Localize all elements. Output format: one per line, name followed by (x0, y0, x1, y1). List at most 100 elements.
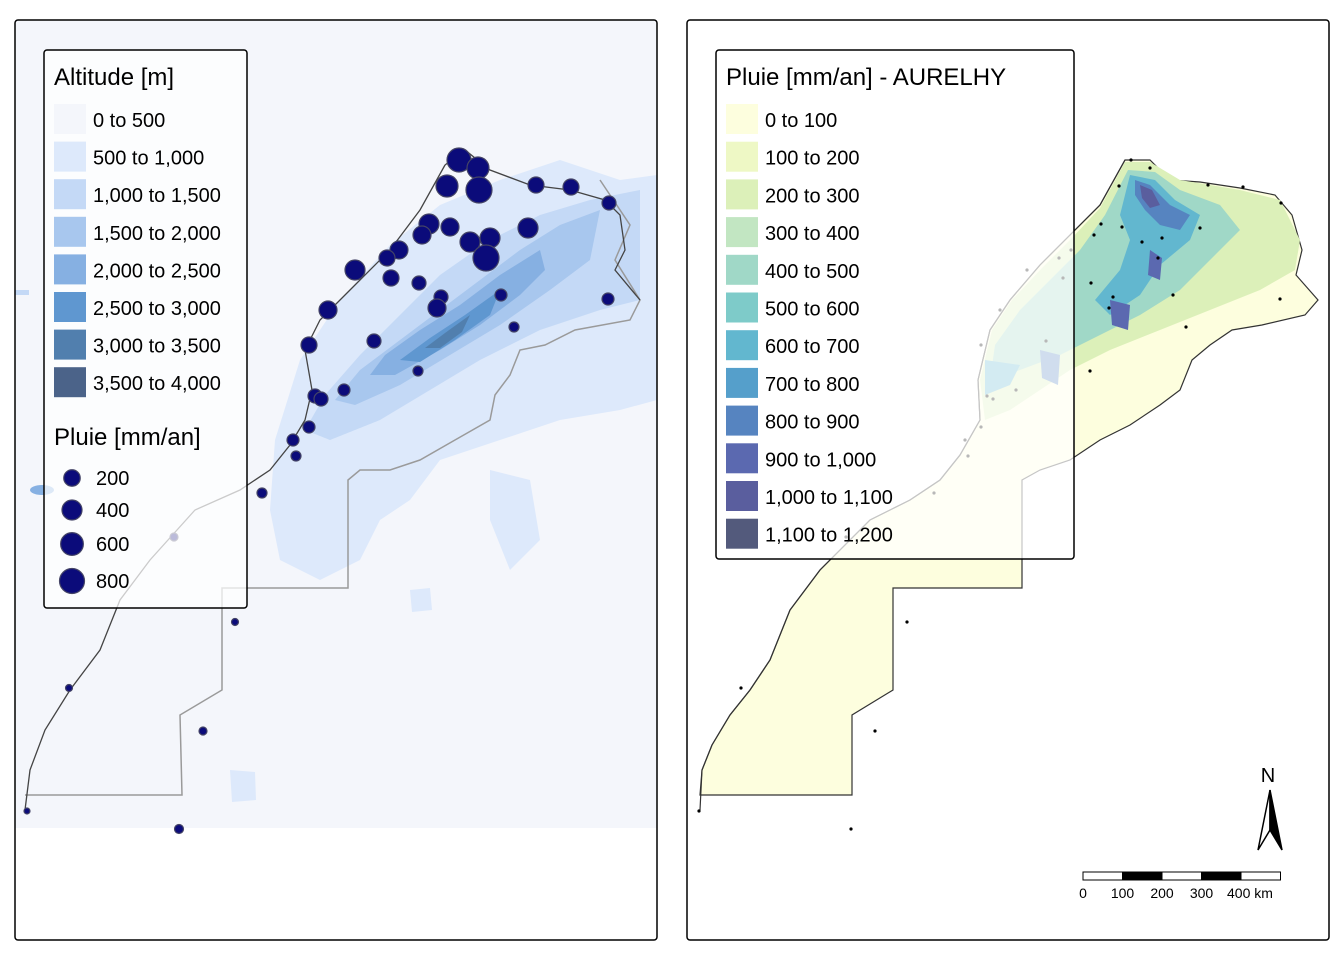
aurelhy-legend-label: 300 to 400 (765, 223, 860, 245)
rain-station-marker (494, 288, 508, 302)
rain-station-marker (230, 617, 240, 627)
station-dot (1088, 369, 1092, 373)
station-dot (739, 686, 743, 690)
rain-legend-label: 800 (96, 571, 129, 593)
station-dot (1107, 306, 1111, 310)
rain-station-marker (412, 225, 432, 245)
aurelhy-legend-swatch (726, 179, 758, 210)
rain-zone-1000c (1110, 300, 1130, 330)
altitude-legend-label: 3,500 to 4,000 (93, 373, 221, 395)
rain-station-marker (382, 269, 400, 287)
rain-legend-circle (61, 499, 83, 521)
aurelhy-legend-label: 200 to 300 (765, 185, 860, 207)
rain-legend-label: 400 (96, 500, 129, 522)
altitude-legend-swatch (54, 104, 86, 134)
rain-station-marker (459, 231, 481, 253)
aurelhy-legend-swatch (726, 481, 758, 511)
station-dot (1156, 256, 1160, 260)
altitude-legend-items: 0 to 500 500 to 1,000 1,000 to 1,500 1,500 … (54, 104, 221, 398)
scale-bar-label: 100 (1111, 885, 1135, 901)
rain-station-marker (427, 298, 447, 318)
rain-station-marker (465, 176, 493, 204)
altitude-legend-label: 2,000 to 2,500 (93, 260, 221, 282)
rain-station-marker (435, 174, 459, 198)
aurelhy-legend-label: 400 to 500 (765, 261, 860, 283)
rain-station-marker (290, 450, 302, 462)
rain-legend-circle (63, 469, 81, 487)
station-dot (905, 620, 909, 624)
scale-bar-label: 400 km (1227, 885, 1273, 901)
altitude-legend-label: 0 to 500 (93, 110, 165, 132)
rain-station-marker (527, 176, 545, 194)
altitude-legend-swatch (54, 216, 86, 247)
altitude-legend-label: 2,500 to 3,000 (93, 298, 221, 320)
altitude-legend-swatch (54, 179, 86, 210)
aurelhy-legend-label: 800 to 900 (765, 412, 860, 434)
north-arrow-right-half (1269, 789, 1283, 851)
scale-bar-labels: 0 100 200 300 400 km (1079, 885, 1273, 901)
rain-station-marker (440, 217, 460, 237)
rain-legend-label: 200 (96, 468, 129, 490)
rain-station-marker (344, 259, 366, 281)
altitude-zone-2500 (400, 290, 500, 362)
rain-size-legend-items: 200 400 600 800 (58, 468, 129, 595)
station-dot (1129, 158, 1133, 162)
rain-legend-label: 600 (96, 534, 129, 556)
right-panel-frame (686, 19, 1330, 941)
north-arrow-label: N (1261, 765, 1275, 787)
altitude-legend-swatch (54, 329, 86, 360)
aurelhy-legend-swatch (726, 292, 758, 323)
station-dot (1099, 222, 1103, 226)
station-dot (1089, 281, 1093, 285)
rain-station-marker (472, 244, 500, 272)
station-dot (1241, 185, 1245, 189)
altitude-legend-swatch (54, 141, 86, 172)
north-arrow: N (1257, 765, 1283, 851)
rain-station-marker (173, 823, 185, 835)
aurelhy-legend-swatch (726, 443, 758, 474)
rain-station-marker (508, 321, 520, 333)
aurelhy-legend-label: 1,000 to 1,100 (765, 487, 893, 509)
rain-stations (23, 147, 617, 835)
station-dot (873, 729, 877, 733)
rain-station-marker (64, 683, 74, 693)
aurelhy-legend-label: 0 to 100 (765, 110, 837, 132)
station-dot (1160, 236, 1164, 240)
scale-bar-seg (1082, 871, 1123, 881)
altitude-zone-3000 (425, 315, 470, 348)
aurelhy-legend-label: 100 to 200 (765, 148, 860, 170)
rain-station-marker (366, 333, 382, 349)
rain-station-marker (517, 217, 539, 239)
altitude-legend-swatch (54, 292, 86, 322)
scale-bar-label: 200 (1150, 885, 1174, 901)
station-dot (1140, 240, 1144, 244)
aurelhy-legend-swatch (726, 367, 758, 398)
altitude-zone-500c (410, 588, 432, 612)
altitude-legend-label: 500 to 1,000 (93, 148, 204, 170)
rain-station-marker (318, 300, 338, 320)
left-map-panel (15, 20, 657, 835)
station-dot (1092, 233, 1096, 237)
scale-bar-seg (1201, 871, 1242, 881)
left-legend: Altitude [m] 0 to 500 500 to 1,000 1,000 t… (43, 49, 248, 609)
aurelhy-legend-swatch (726, 104, 758, 134)
altitude-legend-label: 3,000 to 3,500 (93, 336, 221, 358)
aurelhy-legend-label: 600 to 700 (765, 336, 860, 358)
station-dot (1117, 184, 1121, 188)
station-dot (1198, 226, 1202, 230)
altitude-legend-swatch (54, 367, 86, 398)
scale-bar-seg (1122, 871, 1163, 881)
scale-bar-label: 0 (1079, 885, 1087, 901)
rain-station-marker (23, 807, 31, 815)
station-dot (1278, 297, 1282, 301)
aurelhy-legend-swatch (726, 405, 758, 436)
rain-station-marker (412, 365, 424, 377)
aurelhy-legend-label: 500 to 600 (765, 299, 860, 321)
rain-station-marker (313, 391, 329, 407)
aurelhy-legend-label: 1,100 to 1,200 (765, 525, 893, 547)
aurelhy-legend-swatch (726, 254, 758, 285)
station-dot (849, 827, 853, 831)
altitude-zone-2000 (370, 250, 545, 375)
